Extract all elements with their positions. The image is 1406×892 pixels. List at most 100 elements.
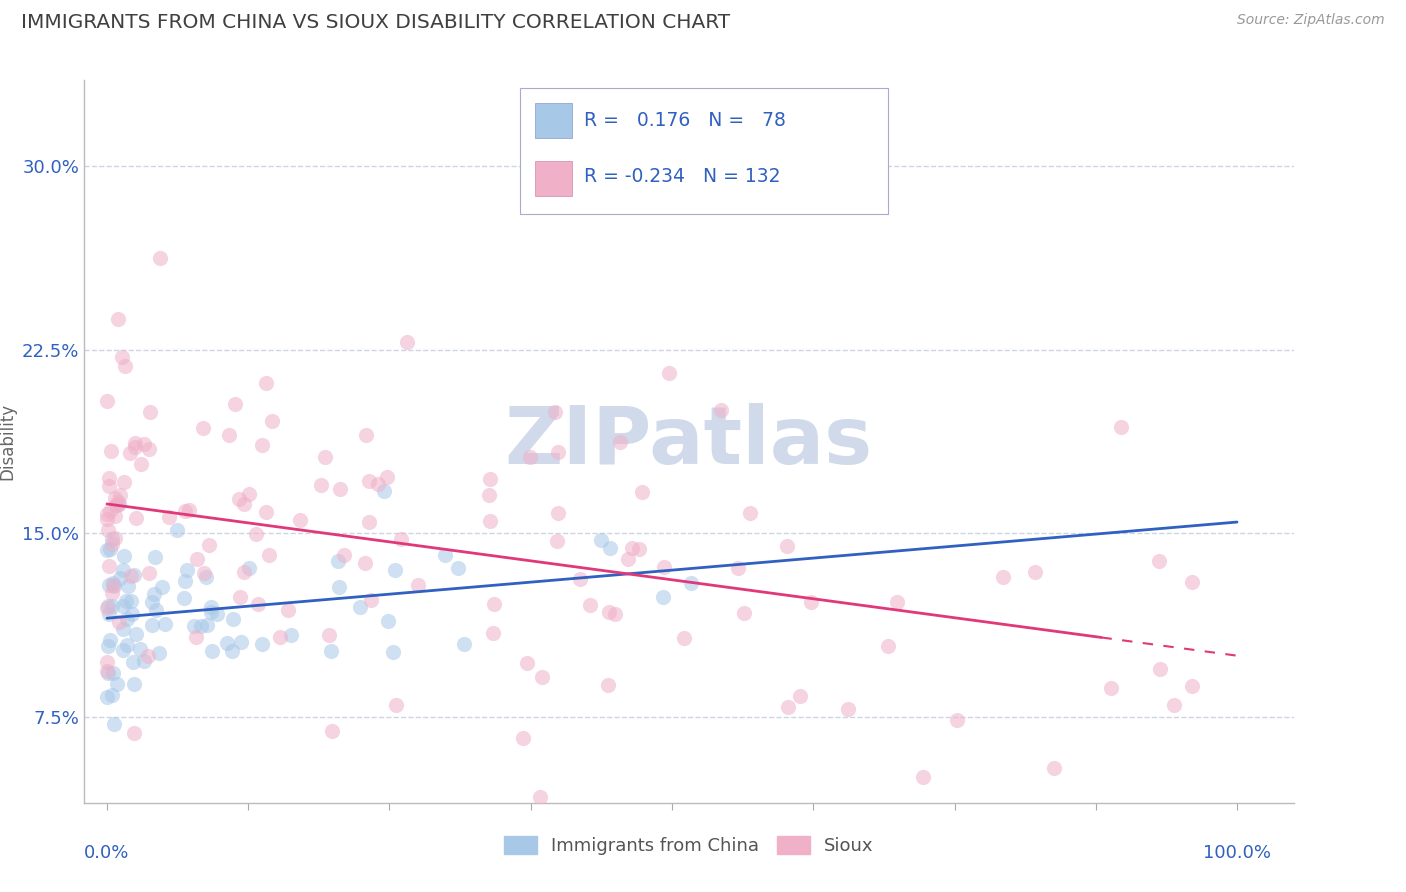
Point [195, 618, 218, 632]
Point [117, 612, 139, 626]
Point [118, 446, 141, 460]
Point [112, 549, 135, 563]
Point [100, 443, 122, 458]
Point [101, 537, 124, 551]
Point [1180, 679, 1202, 693]
Point [145, 603, 167, 617]
Point [367, 477, 389, 491]
Point [193, 566, 215, 581]
Point [377, 614, 399, 628]
Point [1109, 420, 1132, 434]
Legend: Immigrants from China, Sioux: Immigrants from China, Sioux [496, 830, 882, 863]
Point [105, 498, 128, 512]
Point [599, 541, 621, 555]
Text: IMMIGRANTS FROM CHINA VS SIOUX DISABILITY CORRELATION CHART: IMMIGRANTS FROM CHINA VS SIOUX DISABILIT… [21, 13, 730, 32]
Point [579, 599, 602, 613]
Point [733, 607, 755, 621]
Point [482, 597, 505, 611]
Point [134, 437, 156, 451]
Point [222, 612, 245, 626]
Point [136, 649, 159, 664]
Point [479, 514, 502, 528]
Point [112, 475, 135, 490]
Point [177, 503, 200, 517]
Point [1043, 761, 1066, 775]
Point [673, 632, 696, 646]
Point [232, 565, 254, 579]
Point [993, 570, 1015, 584]
Point [191, 421, 214, 435]
Point [568, 573, 591, 587]
Point [98, 471, 121, 485]
Text: ZIPatlas: ZIPatlas [505, 402, 873, 481]
Point [195, 570, 218, 584]
Point [114, 359, 136, 374]
Point [122, 656, 145, 670]
Point [148, 646, 170, 660]
Point [141, 594, 163, 608]
Point [512, 731, 534, 745]
Point [215, 636, 238, 650]
Point [229, 591, 252, 605]
Point [329, 483, 352, 497]
Point [173, 574, 195, 588]
Point [112, 643, 135, 657]
Point [108, 488, 131, 502]
Point [481, 626, 503, 640]
Point [117, 579, 139, 593]
Point [101, 586, 124, 600]
Point [328, 580, 350, 594]
Point [389, 532, 412, 546]
Point [103, 665, 125, 680]
Point [112, 599, 135, 613]
Point [128, 642, 150, 657]
Point [628, 541, 651, 556]
Point [620, 541, 643, 555]
Point [173, 504, 195, 518]
Point [221, 644, 243, 658]
Point [238, 487, 260, 501]
Point [375, 470, 398, 484]
Point [120, 569, 142, 583]
Point [96, 690, 118, 705]
Point [111, 350, 134, 364]
Point [229, 635, 252, 649]
Point [166, 523, 188, 537]
Point [591, 533, 613, 547]
Point [124, 677, 146, 691]
Point [727, 560, 749, 574]
Point [1149, 662, 1171, 676]
Point [131, 457, 153, 471]
Point [311, 477, 333, 491]
FancyBboxPatch shape [520, 87, 889, 214]
Point [478, 487, 501, 501]
Bar [536, 161, 572, 196]
Point [609, 435, 631, 450]
Point [357, 515, 380, 529]
Point [96, 664, 118, 678]
Point [186, 630, 208, 644]
Point [143, 587, 166, 601]
Point [97, 599, 120, 613]
Point [153, 616, 176, 631]
Point [183, 618, 205, 632]
Point [277, 603, 299, 617]
Point [447, 561, 470, 575]
Point [124, 440, 146, 454]
Point [96, 543, 118, 558]
Point [104, 509, 127, 524]
Point [96, 512, 118, 526]
Point [224, 396, 246, 410]
Point [262, 414, 284, 428]
Point [246, 597, 269, 611]
Point [837, 702, 859, 716]
Point [101, 578, 124, 592]
Point [121, 607, 143, 621]
Point [877, 639, 900, 653]
Point [598, 605, 620, 619]
Point [104, 491, 127, 505]
Point [103, 579, 125, 593]
Point [201, 644, 224, 658]
Point [228, 491, 250, 506]
Point [1099, 681, 1122, 696]
